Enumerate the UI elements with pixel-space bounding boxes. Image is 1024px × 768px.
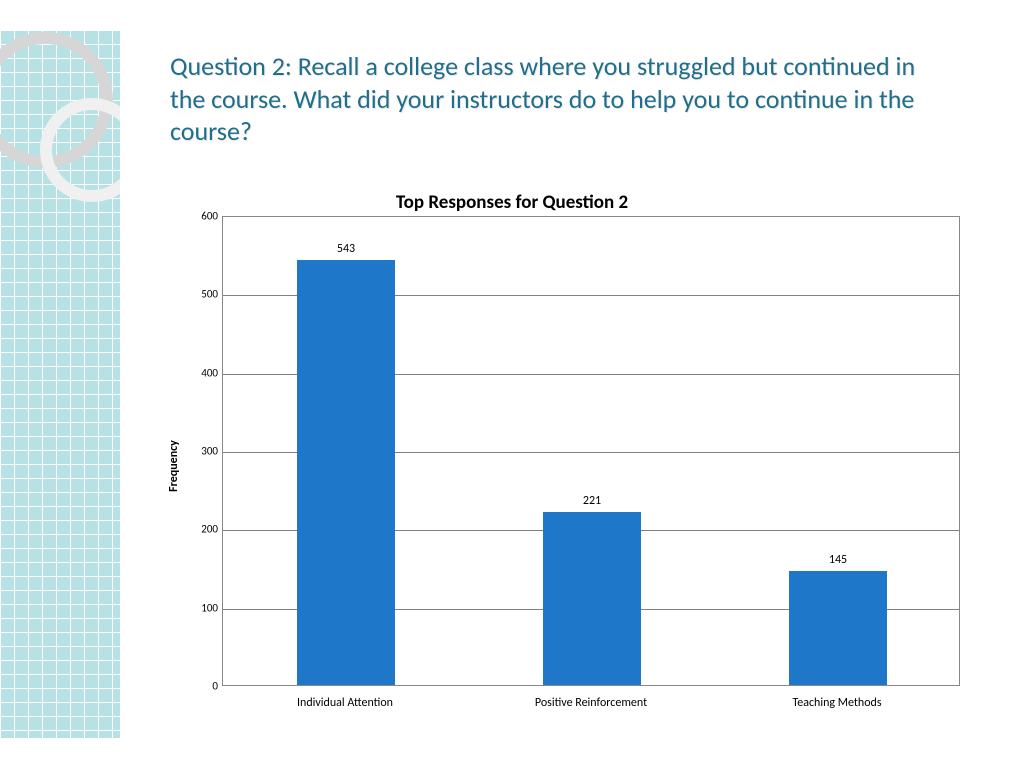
plot-region: 543 221 145	[222, 216, 960, 686]
slide-title: Question 2: Recall a college class where…	[170, 50, 940, 148]
y-axis-label: Frequency	[167, 440, 181, 492]
bar-value-label: 221	[583, 494, 601, 508]
sidebar-pattern	[0, 30, 120, 738]
y-tick-label: 400	[180, 366, 218, 379]
x-category-label: Teaching Methods	[714, 696, 960, 710]
chart-title: Top Responses for Question 2	[0, 191, 1024, 214]
y-tick-label: 300	[180, 445, 218, 458]
bar: 221	[543, 512, 641, 685]
y-tick-label: 200	[180, 523, 218, 536]
x-category-label: Positive Reinforcement	[468, 696, 714, 710]
y-tick-label: 100	[180, 601, 218, 614]
y-tick-label: 0	[180, 680, 218, 693]
chart-area: Frequency 543221145 0100200300400500600I…	[180, 216, 960, 716]
decorative-sidebar	[0, 30, 120, 738]
y-tick-label: 600	[180, 210, 218, 223]
bar-value-label: 543	[337, 242, 355, 256]
y-tick-label: 500	[180, 288, 218, 301]
bar: 543	[297, 260, 395, 685]
bar-value-label: 145	[829, 553, 847, 567]
bar: 145	[789, 571, 887, 685]
x-category-label: Individual Attention	[222, 696, 468, 710]
